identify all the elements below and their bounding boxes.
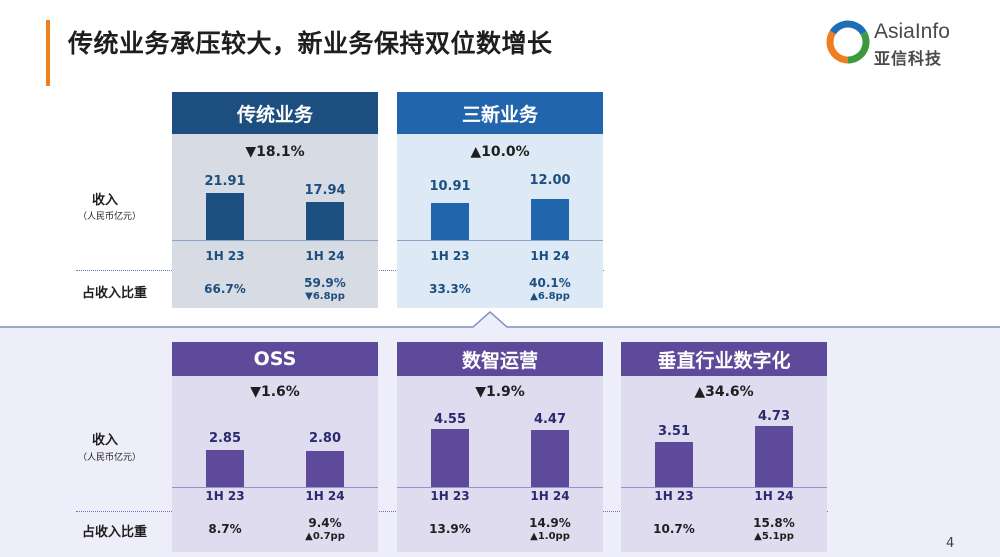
share-change: ▼6.8pp: [305, 291, 345, 302]
panel-oss: OSS ▼1.6% 2.85 2.80 1H 23 1H 24 8.7% 9.4…: [172, 342, 378, 552]
x-axis: [397, 240, 603, 241]
bar-1h23: [206, 450, 244, 487]
growth-rate: ▼1.6%: [250, 384, 300, 400]
panel-title: 传统业务: [172, 92, 378, 134]
bar-value-1h23: 4.55: [433, 412, 467, 427]
share-label-bottom: 占收入比重: [82, 525, 148, 540]
panel-title: 三新业务: [397, 92, 603, 134]
panel-three-new: 三新业务 ▲10.0% 10.91 12.00 1H 23 1H 24 33.3…: [397, 92, 603, 308]
bar-value-1h23: 21.91: [204, 174, 246, 189]
share-1h23: 33.3%: [429, 282, 471, 296]
bar-1h23: [431, 203, 469, 240]
revenue-unit-top: （人民币亿元）: [78, 212, 142, 222]
asiainfo-logo-icon: [826, 20, 870, 64]
x-label-1h23: 1H 23: [654, 489, 694, 503]
bar-value-1h23: 10.91: [429, 179, 471, 194]
section-divider: [0, 310, 1000, 330]
x-label-1h23: 1H 23: [205, 489, 245, 503]
share-1h24: 9.4%: [308, 516, 342, 530]
share-1h23: 8.7%: [208, 522, 242, 536]
x-axis: [172, 487, 378, 488]
bar-value-1h23: 2.85: [208, 431, 242, 446]
share-change: ▲6.8pp: [530, 291, 570, 302]
share-1h24: 14.9%: [529, 516, 571, 530]
bar-1h23: [431, 429, 469, 487]
bar-value-1h24: 17.94: [304, 183, 346, 198]
growth-rate: ▼18.1%: [245, 144, 305, 160]
share-1h23: 10.7%: [653, 522, 695, 536]
page-title: 传统业务承压较大，新业务保持双位数增长: [68, 29, 553, 58]
share-1h24: 15.8%: [753, 516, 795, 530]
x-label-1h23: 1H 23: [430, 249, 470, 263]
panel-title: 数智运营: [397, 342, 603, 376]
bar-value-1h24: 2.80: [308, 431, 342, 446]
growth-rate: ▲10.0%: [470, 144, 530, 160]
growth-rate: ▼1.9%: [475, 384, 525, 400]
bar-1h23: [206, 193, 244, 240]
x-label-1h24: 1H 24: [530, 249, 570, 263]
logo-text-cn: 亚信科技: [874, 49, 943, 68]
bar-value-1h24: 4.47: [533, 412, 567, 427]
panel-digital-operations: 数智运营 ▼1.9% 4.55 4.47 1H 23 1H 24 13.9% 1…: [397, 342, 603, 552]
x-label-1h23: 1H 23: [430, 489, 470, 503]
panel-traditional: 传统业务 ▼18.1% 21.91 17.94 1H 23 1H 24 66.7…: [172, 92, 378, 308]
share-change: ▲0.7pp: [305, 531, 345, 542]
company-logo: AsiaInfo 亚信科技: [826, 20, 956, 70]
x-label-1h23: 1H 23: [205, 249, 245, 263]
share-change: ▲1.0pp: [530, 531, 570, 542]
bar-1h24: [306, 202, 344, 240]
revenue-label-bottom: 收入: [92, 433, 119, 448]
x-axis: [621, 487, 827, 488]
bar-value-1h23: 3.51: [657, 424, 691, 439]
bar-value-1h24: 4.73: [757, 409, 791, 424]
x-label-1h24: 1H 24: [305, 249, 345, 263]
page-number: 4: [946, 536, 955, 551]
share-change: ▲5.1pp: [754, 531, 794, 542]
x-label-1h24: 1H 24: [305, 489, 345, 503]
bar-1h24: [306, 451, 344, 487]
share-1h23: 66.7%: [204, 282, 246, 296]
share-1h24: 59.9%: [304, 276, 346, 290]
x-label-1h24: 1H 24: [754, 489, 794, 503]
bar-value-1h24: 12.00: [529, 173, 571, 188]
bar-1h24: [531, 430, 569, 487]
share-label-top: 占收入比重: [82, 286, 148, 301]
panel-title: OSS: [172, 342, 378, 376]
growth-rate: ▲34.6%: [694, 384, 754, 400]
bar-1h24: [755, 426, 793, 487]
share-1h24: 40.1%: [529, 276, 571, 290]
bar-1h24: [531, 199, 569, 240]
x-axis: [172, 240, 378, 241]
title-accent-bar: [46, 20, 50, 86]
x-axis: [397, 487, 603, 488]
x-label-1h24: 1H 24: [530, 489, 570, 503]
revenue-unit-bottom: （人民币亿元）: [78, 453, 142, 463]
revenue-label-top: 收入: [92, 193, 119, 208]
panel-vertical-industry: 垂直行业数字化 ▲34.6% 3.51 4.73 1H 23 1H 24 10.…: [621, 342, 827, 552]
logo-text-en: AsiaInfo: [874, 20, 950, 43]
bar-1h23: [655, 442, 693, 487]
panel-title: 垂直行业数字化: [621, 342, 827, 376]
share-1h23: 13.9%: [429, 522, 471, 536]
